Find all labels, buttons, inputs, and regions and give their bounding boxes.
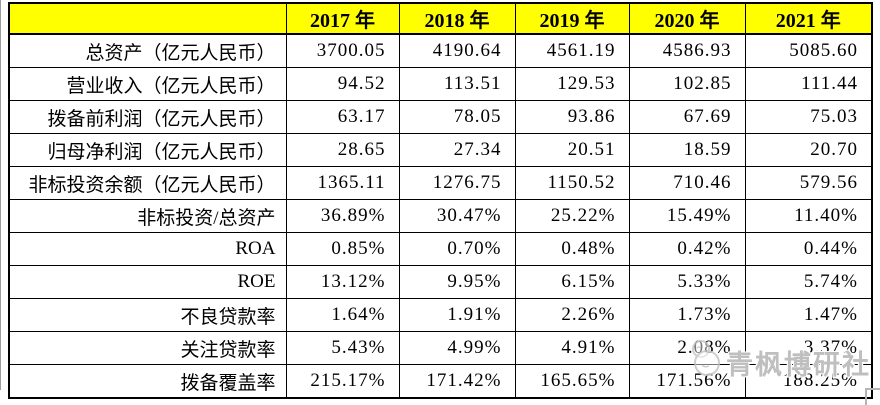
year-header-cell: 2019 年 — [514, 2, 630, 35]
row-label-cell: 拨备前利润（亿元人民币） — [8, 100, 287, 134]
corner-selection-box — [865, 388, 880, 405]
value-cell: 67.69 — [628, 100, 746, 134]
table-row: 营业收入（亿元人民币） 94.52 113.51 129.53 102.85 111.44 — [8, 67, 873, 101]
value-cell: 6.15% — [514, 265, 630, 299]
value-cell: 3700.05 — [285, 33, 400, 68]
screen-edge-line — [0, 0, 1, 390]
value-cell: 3.37% — [744, 331, 873, 365]
value-cell: 5.43% — [285, 331, 400, 365]
year-header-cell: 2020 年 — [628, 2, 746, 35]
value-cell: 20.51 — [514, 133, 630, 167]
value-cell: 710.46 — [628, 166, 746, 200]
value-cell: 0.42% — [628, 232, 746, 266]
row-label-cell: 非标投资/总资产 — [8, 199, 287, 233]
value-cell: 188.25% — [744, 364, 873, 399]
value-cell: 18.59 — [628, 133, 746, 167]
value-cell: 111.44 — [744, 67, 873, 101]
year-header-cell: 2021 年 — [744, 2, 873, 35]
row-label-cell: 不良贷款率 — [8, 298, 287, 332]
value-cell: 0.48% — [514, 232, 630, 266]
table-row: 非标投资余额（亿元人民币） 1365.11 1276.75 1150.52 710.46… — [8, 166, 873, 200]
value-cell: 0.44% — [744, 232, 873, 266]
value-cell: 25.22% — [514, 199, 630, 233]
value-cell: 93.86 — [514, 100, 630, 134]
value-cell: 9.95% — [398, 265, 516, 299]
value-cell: 5.33% — [628, 265, 746, 299]
value-cell: 4586.93 — [628, 33, 746, 68]
row-label-cell: 非标投资余额（亿元人民币） — [8, 166, 287, 200]
value-cell: 171.56% — [628, 364, 746, 399]
value-cell: 171.42% — [398, 364, 516, 399]
watermark-text: 青枫博研社 — [726, 350, 871, 380]
year-header-cell: 2017 年 — [285, 2, 400, 35]
value-cell: 1150.52 — [514, 166, 630, 200]
value-cell: 165.65% — [514, 364, 630, 399]
value-cell: 1.64% — [285, 298, 400, 332]
row-label-cell: 营业收入（亿元人民币） — [8, 67, 287, 101]
row-label-cell: ROE — [8, 265, 287, 299]
value-cell: 63.17 — [285, 100, 400, 134]
value-cell: 75.03 — [744, 100, 873, 134]
table-row: 拨备覆盖率 215.17% 171.42% 165.65% 171.56% 188.25% — [8, 364, 873, 399]
value-cell: 4561.19 — [514, 33, 630, 68]
value-cell: 94.52 — [285, 67, 400, 101]
row-label-cell: ROA — [8, 232, 287, 266]
value-cell: 579.56 — [744, 166, 873, 200]
watermark: 青枫博研社 — [686, 339, 871, 386]
value-cell: 2.08% — [628, 331, 746, 365]
table-row: 归母净利润（亿元人民币） 28.65 27.34 20.51 18.59 20.70 — [8, 133, 873, 167]
year-header-cell: 2018 年 — [398, 2, 516, 35]
table-header-row: 2017 年 2018 年 2019 年 2020 年 2021 年 — [8, 2, 873, 35]
value-cell: 4.91% — [514, 331, 630, 365]
value-cell: 1365.11 — [285, 166, 400, 200]
value-cell: 5.74% — [744, 265, 873, 299]
value-cell: 27.34 — [398, 133, 516, 167]
value-cell: 1.47% — [744, 298, 873, 332]
value-cell: 102.85 — [628, 67, 746, 101]
value-cell: 4.99% — [398, 331, 516, 365]
value-cell: 0.85% — [285, 232, 400, 266]
financial-metrics-table: 2017 年 2018 年 2019 年 2020 年 2021 年 总资产（亿元人民币… — [8, 2, 873, 399]
row-label-cell: 拨备覆盖率 — [8, 364, 287, 399]
value-cell: 129.53 — [514, 67, 630, 101]
value-cell: 1.73% — [628, 298, 746, 332]
overlapping-circles-logo-icon — [686, 339, 726, 386]
table-row: 拨备前利润（亿元人民币） 63.17 78.05 93.86 67.69 75.03 — [8, 100, 873, 134]
value-cell: 0.70% — [398, 232, 516, 266]
value-cell: 1276.75 — [398, 166, 516, 200]
value-cell: 2.26% — [514, 298, 630, 332]
value-cell: 36.89% — [285, 199, 400, 233]
table-row: 总资产（亿元人民币） 3700.05 4190.64 4561.19 4586.93 50… — [8, 33, 873, 68]
table-row: ROE 13.12% 9.95% 6.15% 5.33% 5.74% — [8, 265, 873, 299]
value-cell: 5085.60 — [744, 33, 873, 68]
value-cell: 4190.64 — [398, 33, 516, 68]
corner-header-cell — [8, 2, 287, 35]
value-cell: 215.17% — [285, 364, 400, 399]
value-cell: 20.70 — [744, 133, 873, 167]
value-cell: 15.49% — [628, 199, 746, 233]
value-cell: 1.91% — [398, 298, 516, 332]
row-label-cell: 总资产（亿元人民币） — [8, 33, 287, 68]
value-cell: 30.47% — [398, 199, 516, 233]
row-label-cell: 关注贷款率 — [8, 331, 287, 365]
row-label-cell: 归母净利润（亿元人民币） — [8, 133, 287, 167]
value-cell: 11.40% — [744, 199, 873, 233]
value-cell: 78.05 — [398, 100, 516, 134]
table-row: 不良贷款率 1.64% 1.91% 2.26% 1.73% 1.47% — [8, 298, 873, 332]
value-cell: 113.51 — [398, 67, 516, 101]
table-row: 非标投资/总资产 36.89% 30.47% 25.22% 15.49% 11.40% — [8, 199, 873, 233]
value-cell: 28.65 — [285, 133, 400, 167]
value-cell: 13.12% — [285, 265, 400, 299]
table-row: ROA 0.85% 0.70% 0.48% 0.42% 0.44% — [8, 232, 873, 266]
